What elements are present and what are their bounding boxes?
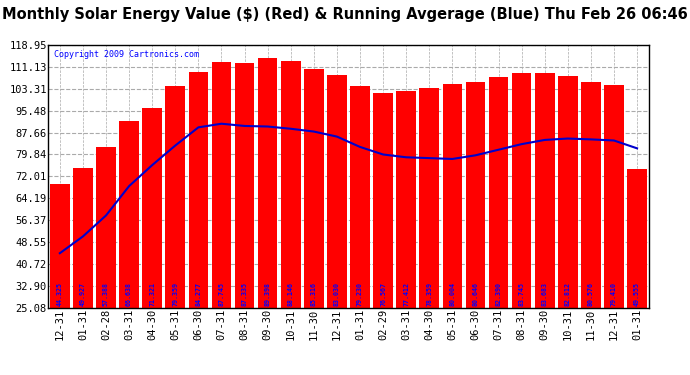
Bar [558, 76, 578, 307]
Bar [466, 82, 485, 308]
Bar [442, 84, 462, 308]
Bar [420, 88, 439, 308]
Text: 71.321: 71.321 [149, 282, 155, 306]
Text: 84.277: 84.277 [195, 282, 201, 306]
Bar [50, 183, 70, 308]
Bar [235, 63, 255, 308]
Bar [281, 61, 301, 308]
Text: 87.745: 87.745 [219, 282, 224, 306]
Text: Monthly Solar Energy Value ($) (Red) & Running Avgerage (Blue) Thu Feb 26 06:46: Monthly Solar Energy Value ($) (Red) & R… [2, 8, 688, 22]
Text: 89.398: 89.398 [265, 282, 270, 306]
Text: 79.359: 79.359 [172, 282, 178, 306]
Text: 49.555: 49.555 [634, 282, 640, 306]
Bar [327, 75, 346, 308]
Text: 78.359: 78.359 [426, 282, 432, 306]
Text: 88.146: 88.146 [288, 282, 294, 306]
Text: 44.325: 44.325 [57, 282, 63, 306]
Text: 83.745: 83.745 [519, 282, 524, 306]
Text: 76.567: 76.567 [380, 282, 386, 306]
Bar [258, 57, 277, 308]
Bar [142, 108, 162, 308]
Bar [212, 62, 231, 308]
Text: 82.812: 82.812 [565, 282, 571, 306]
Bar [489, 77, 509, 308]
Text: 66.638: 66.638 [126, 282, 132, 306]
Text: 57.388: 57.388 [103, 282, 109, 306]
Bar [535, 74, 555, 308]
Bar [512, 74, 531, 308]
Text: Copyright 2009 Cartronics.com: Copyright 2009 Cartronics.com [55, 50, 199, 59]
Text: 82.390: 82.390 [495, 282, 502, 306]
Bar [604, 86, 624, 308]
Bar [73, 168, 92, 308]
Text: 83.030: 83.030 [334, 282, 340, 306]
Text: 77.412: 77.412 [403, 282, 409, 306]
Bar [166, 86, 185, 308]
Text: 80.004: 80.004 [449, 282, 455, 306]
Text: 85.316: 85.316 [310, 282, 317, 306]
Bar [96, 147, 116, 308]
Text: 79.230: 79.230 [357, 282, 363, 306]
Bar [373, 93, 393, 308]
Text: 83.683: 83.683 [542, 282, 548, 306]
Bar [304, 69, 324, 308]
Bar [396, 91, 416, 308]
Bar [581, 82, 601, 308]
Text: 87.335: 87.335 [241, 282, 248, 306]
Text: 49.927: 49.927 [80, 282, 86, 306]
Text: 80.646: 80.646 [473, 282, 478, 306]
Bar [119, 121, 139, 308]
Text: 80.576: 80.576 [588, 282, 594, 306]
Bar [351, 86, 370, 308]
Bar [188, 72, 208, 308]
Text: 79.410: 79.410 [611, 282, 617, 306]
Bar [627, 169, 647, 308]
